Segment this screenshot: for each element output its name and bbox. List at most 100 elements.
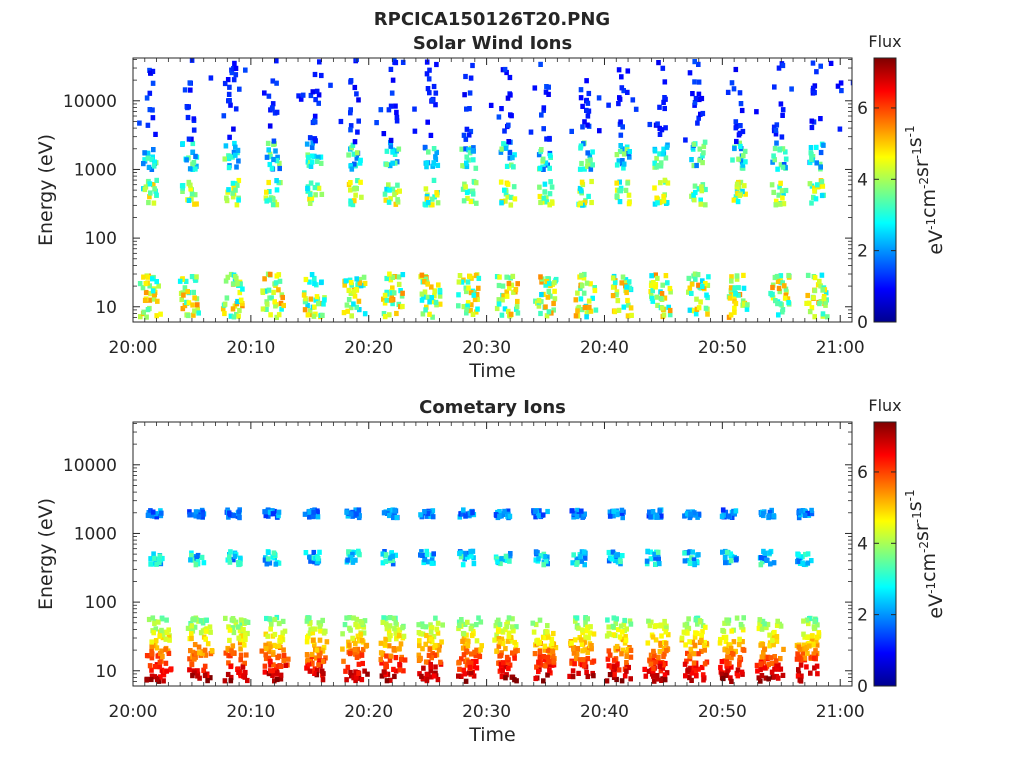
heatmap-cell — [498, 179, 504, 185]
heatmap-cell — [428, 636, 434, 642]
heatmap-cell — [243, 636, 248, 642]
heatmap-cell — [700, 629, 705, 635]
heatmap-cell — [317, 655, 322, 661]
heatmap-cell — [150, 107, 155, 113]
heatmap-cell — [467, 273, 473, 280]
heatmap-cell — [579, 662, 585, 668]
heatmap-cell — [401, 668, 406, 674]
heatmap-cell — [741, 647, 747, 653]
heatmap-cell — [398, 288, 403, 294]
heatmap-cell — [312, 185, 318, 191]
heatmap-cell — [464, 160, 469, 166]
heatmap-cell — [571, 552, 576, 558]
heatmap-cell — [378, 650, 384, 656]
heatmap-cell — [513, 648, 518, 654]
heatmap-cell — [462, 671, 468, 677]
heatmap-cell — [276, 643, 282, 649]
heatmap-cell — [621, 304, 627, 310]
heatmap-cell — [464, 662, 470, 668]
heatmap-cell — [502, 187, 507, 193]
heatmap-cell — [310, 140, 315, 146]
heatmap-cell — [696, 282, 701, 288]
heatmap-cell — [435, 620, 441, 626]
heatmap-cell — [312, 275, 317, 282]
heatmap-cell — [382, 669, 387, 675]
heatmap-cell — [733, 300, 739, 307]
heatmap-cell — [232, 553, 238, 559]
heatmap-cell — [270, 554, 275, 560]
heatmap-cell — [772, 157, 777, 163]
heatmap-cell — [161, 678, 166, 684]
heatmap-cell — [589, 643, 594, 649]
heatmap-cell — [820, 311, 826, 317]
heatmap-cell — [393, 655, 399, 661]
heatmap-cell — [222, 156, 228, 162]
heatmap-cell — [308, 92, 314, 99]
heatmap-cell — [354, 276, 359, 282]
heatmap-cell — [500, 628, 505, 634]
heatmap-cell — [737, 655, 743, 661]
heatmap-cell — [354, 155, 360, 161]
heatmap-cell — [227, 154, 233, 160]
heatmap-cell — [544, 199, 550, 205]
heatmap-cell — [578, 87, 584, 93]
heatmap-cell — [269, 105, 275, 111]
heatmap-cell — [147, 67, 152, 73]
heatmap-cell — [434, 149, 439, 155]
heatmap-cell — [593, 307, 599, 313]
heatmap-cell — [645, 548, 650, 554]
heatmap-cell — [690, 549, 695, 555]
colorbar-title: Flux — [868, 396, 901, 415]
heatmap-cell — [770, 637, 775, 644]
heatmap-cell — [506, 634, 512, 640]
heatmap-cell — [621, 622, 627, 628]
heatmap-cell — [456, 303, 461, 309]
heatmap-cell — [399, 657, 404, 663]
heatmap-cell — [273, 148, 278, 154]
heatmap-cell — [687, 549, 693, 555]
heatmap-cell — [642, 666, 647, 672]
heatmap-cell — [618, 558, 623, 564]
heatmap-cell — [357, 280, 363, 286]
heatmap-cell — [774, 122, 780, 128]
heatmap-cell — [382, 300, 388, 306]
heatmap-cell — [583, 634, 588, 640]
heatmap-cell — [643, 673, 649, 679]
heatmap-cell — [686, 289, 691, 295]
heatmap-cell — [393, 60, 399, 66]
heatmap-cell — [143, 289, 149, 296]
heatmap-cell — [203, 636, 208, 642]
heatmap-cell — [357, 307, 362, 313]
heatmap-cell — [578, 200, 583, 206]
heatmap-cell — [650, 298, 656, 304]
heatmap-cell — [390, 149, 395, 155]
heatmap-cell — [343, 278, 349, 284]
heatmap-cell — [552, 296, 558, 302]
heatmap-cell — [348, 110, 353, 116]
heatmap-cell — [574, 514, 580, 520]
heatmap-cell — [536, 556, 541, 562]
heatmap-cell — [765, 621, 771, 628]
heatmap-cell — [424, 71, 430, 77]
heatmap-cell — [624, 660, 629, 666]
heatmap-cell — [463, 136, 469, 142]
heatmap-cell — [544, 278, 549, 285]
heatmap-cell — [805, 292, 810, 299]
heatmap-cell — [648, 652, 654, 658]
heatmap-cell — [461, 198, 467, 204]
heatmap-cell — [467, 90, 473, 96]
heatmap-cell — [433, 102, 438, 108]
heatmap-cell — [154, 313, 159, 319]
heatmap-cell — [700, 110, 706, 117]
heatmap-cell — [541, 126, 546, 132]
heatmap-cell — [145, 150, 151, 156]
heatmap-cell — [310, 89, 316, 95]
heatmap-cell — [274, 58, 279, 64]
heatmap-cell — [800, 560, 805, 566]
heatmap-cell — [740, 639, 745, 645]
heatmap-cell — [742, 183, 747, 189]
heatmap-cell — [651, 666, 656, 672]
heatmap-cell — [618, 119, 623, 125]
heatmap-cell — [808, 670, 813, 676]
heatmap-cell — [770, 284, 775, 291]
